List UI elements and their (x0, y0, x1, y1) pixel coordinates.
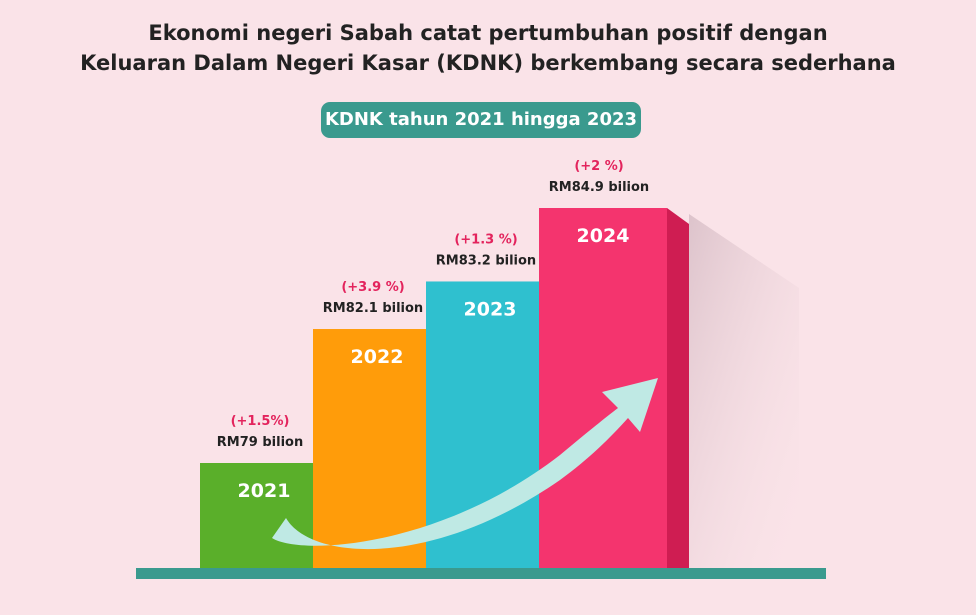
bar-growth-label-2021: (+1.5%) (231, 414, 290, 429)
growth-arrow-layer (272, 378, 658, 550)
bar-category-label-2023: 2023 (464, 298, 517, 320)
bar-category-label-2021: 2021 (238, 480, 291, 502)
bar-side-2024 (667, 208, 689, 568)
bar-category-label-2022: 2022 (351, 346, 404, 368)
baseline (136, 568, 826, 579)
chart-subtitle-badge: KDNK tahun 2021 hingga 2023 (321, 102, 641, 138)
bar-labels: 2021 RM79 bilion (+1.5%) 2022 RM82.1 bilion (… (217, 159, 649, 502)
bar-value-label-2024: RM84.9 bilion (549, 180, 649, 195)
bar-2021 (200, 463, 328, 568)
chart-title-line-1: Ekonomi negeri Sabah catat pertumbuhan p… (148, 21, 828, 45)
bar-shadow-2024 (689, 214, 799, 568)
chart-title: Ekonomi negeri Sabah catat pertumbuhan p… (0, 18, 976, 78)
bar-value-label-2022: RM82.1 bilion (323, 301, 423, 316)
bar-growth-label-2022: (+3.9 %) (341, 280, 404, 295)
bar-growth-label-2024: (+2 %) (574, 159, 623, 174)
bar-value-label-2021: RM79 bilion (217, 435, 303, 450)
bar-growth-label-2023: (+1.3 %) (454, 232, 517, 247)
chart-title-line-2: Keluaran Dalam Negeri Kasar (KDNK) berke… (80, 51, 896, 75)
growth-arrow (272, 378, 658, 550)
bar-category-label-2024: 2024 (577, 225, 630, 247)
bar-value-label-2023: RM83.2 bilion (436, 253, 536, 268)
